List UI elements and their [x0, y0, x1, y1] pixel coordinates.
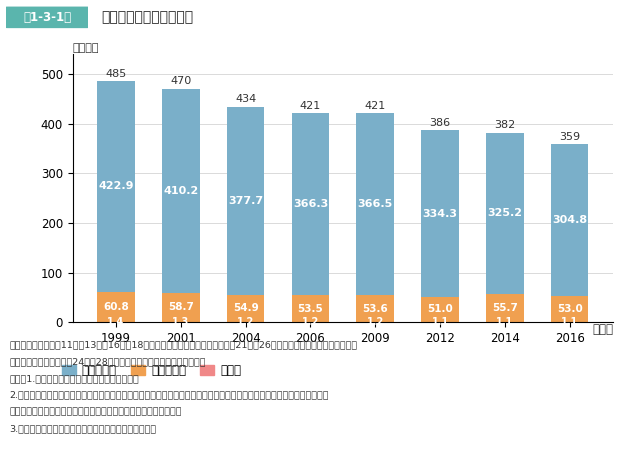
Text: 53.0: 53.0 — [557, 304, 583, 314]
Bar — [356, 113, 394, 295]
Text: 53.6: 53.6 — [362, 304, 388, 313]
Text: 366.3: 366.3 — [293, 199, 328, 209]
Bar — [486, 294, 524, 322]
Bar — [422, 297, 459, 322]
FancyBboxPatch shape — [4, 7, 91, 28]
Text: 55.7: 55.7 — [492, 303, 518, 313]
Text: 1.1: 1.1 — [561, 317, 578, 327]
Text: 485: 485 — [106, 69, 126, 79]
Text: 資料：総務省「平成11年、13年、16年、18年事業所・企業統計調査」、「平成21年、26年経済センサス・基礎調査」、総: 資料：総務省「平成11年、13年、16年、18年事業所・企業統計調査」、「平成2… — [9, 341, 358, 350]
Bar — [486, 133, 524, 294]
Bar — [291, 295, 329, 322]
Text: 53.5: 53.5 — [298, 304, 324, 313]
Bar — [551, 295, 588, 322]
Text: 359: 359 — [559, 132, 580, 142]
Text: 325.2: 325.2 — [487, 208, 523, 218]
Text: 382: 382 — [494, 120, 516, 130]
Bar — [291, 113, 329, 295]
Bar — [356, 295, 394, 322]
Text: 54.9: 54.9 — [233, 303, 258, 313]
Text: （年）: （年） — [592, 323, 613, 336]
Text: 470: 470 — [170, 76, 191, 86]
Legend: 小規模企業, 中規模企業, 大企業: 小規模企業, 中規模企業, 大企業 — [57, 359, 246, 382]
Text: 421: 421 — [300, 101, 321, 111]
Text: 企業統計調査」による結果と単純に比較することは適切ではない。: 企業統計調査」による結果と単純に比較することは適切ではない。 — [9, 407, 182, 416]
Text: 434: 434 — [235, 94, 256, 105]
Bar — [162, 89, 200, 293]
Text: 1.1: 1.1 — [496, 317, 514, 327]
Text: （注）1.企業数＝会社数＋個人事業者数とする。: （注）1.企業数＝会社数＋個人事業者数とする。 — [9, 374, 139, 383]
Text: 304.8: 304.8 — [552, 215, 587, 225]
Text: 第1-3-1図: 第1-3-1図 — [23, 11, 71, 24]
Bar — [227, 107, 264, 295]
Text: 60.8: 60.8 — [103, 302, 129, 312]
Text: 421: 421 — [365, 101, 386, 110]
Text: 1.3: 1.3 — [172, 317, 190, 327]
Bar — [422, 130, 459, 297]
Text: 366.5: 366.5 — [358, 199, 393, 209]
Text: 377.7: 377.7 — [228, 196, 263, 206]
Text: 3.グラフの上部の数値は、企業数の合計を示している。: 3.グラフの上部の数値は、企業数の合計を示している。 — [9, 424, 157, 433]
Text: 1.2: 1.2 — [302, 317, 319, 327]
Text: 422.9: 422.9 — [99, 181, 134, 192]
Text: 334.3: 334.3 — [423, 208, 458, 219]
Text: 410.2: 410.2 — [163, 186, 198, 196]
Text: 51.0: 51.0 — [427, 304, 453, 314]
Text: （万者）: （万者） — [73, 43, 99, 53]
Bar — [227, 295, 264, 322]
Text: 1.2: 1.2 — [367, 317, 384, 327]
Bar — [97, 81, 135, 291]
Text: 企業規模別企業数の推移: 企業規模別企業数の推移 — [101, 10, 193, 24]
Bar — [97, 291, 135, 322]
Text: 1.1: 1.1 — [432, 317, 449, 327]
Text: 1.2: 1.2 — [237, 317, 254, 327]
Text: 58.7: 58.7 — [168, 302, 194, 312]
Bar — [162, 293, 200, 322]
Bar — [551, 144, 588, 295]
Text: 2.「経済センサス」では、商業・法人登記等の行政記録を活用して、事業所・企業の捕捉範囲を拡大しており、「事業所・: 2.「経済センサス」では、商業・法人登記等の行政記録を活用して、事業所・企業の捕… — [9, 391, 329, 400]
Text: 務省・経済産業省「平成24年、28年経済センサス・活動調査」再編加工: 務省・経済産業省「平成24年、28年経済センサス・活動調査」再編加工 — [9, 357, 206, 366]
Text: 1.4: 1.4 — [107, 317, 125, 327]
Text: 386: 386 — [430, 118, 451, 128]
